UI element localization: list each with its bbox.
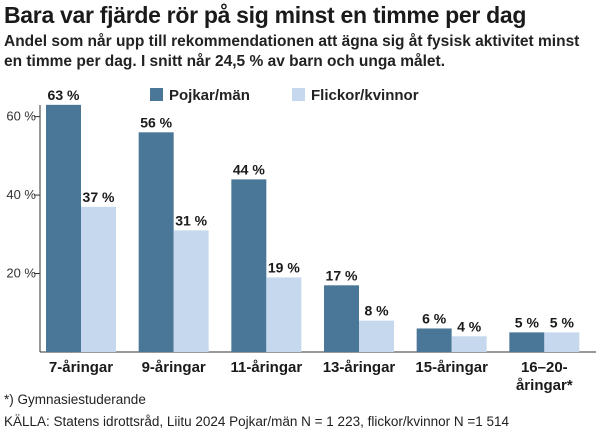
- bar-pojkar: [324, 285, 359, 352]
- data-label: 17 %: [326, 267, 358, 283]
- bar-pojkar: [509, 332, 545, 352]
- y-tick-label: 60 %: [6, 109, 36, 124]
- x-category-label: 11-åringar: [230, 359, 302, 376]
- data-label: 5 %: [550, 314, 575, 330]
- legend-swatch: [150, 88, 163, 101]
- legend-label: Pojkar/män: [169, 87, 250, 104]
- x-category-label: 7-åringar: [49, 359, 113, 376]
- bar-flickor: [451, 336, 487, 352]
- data-label: 4 %: [457, 318, 482, 334]
- x-category-label: 16–20-: [521, 359, 568, 376]
- bar-flickor: [266, 277, 302, 352]
- data-label: 63 %: [48, 87, 80, 103]
- chart-subtitle: Andel som når upp till rekommendationen …: [4, 33, 580, 70]
- y-tick-label: 20 %: [6, 266, 36, 281]
- source-note: KÄLLA: Statens idrottsråd, Liitu 2024 Po…: [4, 414, 510, 429]
- chart-title: Bara var fjärde rör på sig minst en timm…: [4, 2, 527, 28]
- bar-flickor: [359, 320, 394, 352]
- data-label: 31 %: [175, 212, 207, 228]
- bar-flickor: [173, 230, 209, 352]
- bar-flickor: [81, 206, 116, 352]
- bar-pojkar: [138, 132, 174, 352]
- bar-pojkar: [46, 104, 81, 352]
- data-label: 5 %: [515, 314, 540, 330]
- y-tick-label: 40 %: [6, 187, 36, 202]
- legend-label: Flickor/kvinnor: [311, 87, 419, 104]
- x-category-label: 9-åringar: [142, 359, 206, 376]
- bar-pojkar: [231, 179, 267, 352]
- footnote: *) Gymnasiestuderande: [4, 392, 146, 407]
- data-label: 19 %: [268, 259, 300, 275]
- legend-swatch: [292, 88, 305, 101]
- x-category-label: 15-åringar: [415, 359, 488, 376]
- data-label: 44 %: [233, 161, 265, 177]
- x-category-label: 13-åringar: [323, 359, 396, 376]
- bar-flickor: [544, 332, 580, 352]
- x-category-label: åringar*: [516, 377, 573, 394]
- data-label: 8 %: [364, 303, 389, 319]
- data-label: 6 %: [422, 310, 447, 326]
- bar-pojkar: [416, 328, 452, 352]
- data-label: 56 %: [140, 114, 172, 130]
- data-label: 37 %: [83, 189, 115, 205]
